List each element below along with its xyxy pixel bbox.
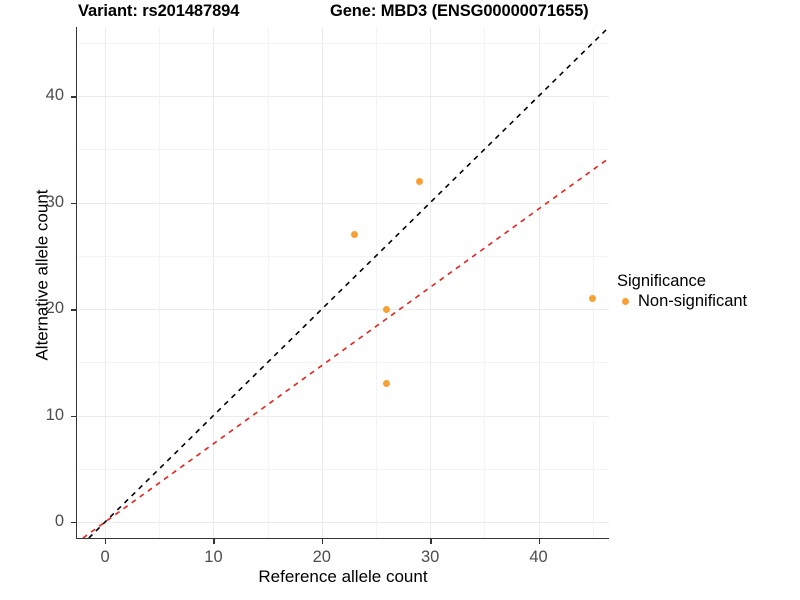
y-axis-tick [71,522,76,524]
y-axis-tick-label: 20 [45,299,64,318]
x-axis-tick-label: 0 [100,548,110,566]
plot-panel [78,26,610,539]
reference-line-allelic-ratio [82,157,610,539]
y-axis-tick [71,202,76,205]
y-axis-tick-label: 10 [45,405,64,424]
data-point [383,380,391,388]
y-axis-tick [71,309,76,311]
gridline-vertical-minor [484,27,486,538]
x-axis-tick [213,539,215,544]
x-axis-tick [321,539,324,544]
gridline-vertical [430,27,432,538]
gridline-horizontal [78,415,609,417]
gridline-horizontal-minor [78,362,609,364]
gridline-horizontal-minor [78,42,609,44]
gridline-horizontal [78,96,609,98]
y-axis-tick-label: 0 [54,512,64,531]
data-point [415,177,423,185]
x-axis-tick [105,539,107,544]
x-axis-tick-label: 40 [529,548,548,566]
legend-dot [621,298,629,305]
gridline-horizontal [78,309,609,311]
legend-marker-circle-icon [617,294,633,310]
x-axis-tick [430,539,432,544]
x-axis-tick-label: 20 [312,548,331,566]
data-point [589,294,597,302]
y-axis-tick [71,96,76,98]
reference-line-identity [88,26,610,539]
legend-entry: Non-significant [617,292,747,311]
y-axis-tick [71,415,76,417]
gridline-vertical [213,27,215,538]
reference-lines [82,26,610,539]
gridline-horizontal-minor [78,255,609,257]
gridline-vertical-minor [376,27,377,538]
legend-entry-label: Non-significant [638,292,748,310]
gridline-horizontal [78,522,609,524]
y-axis-tick-label: 30 [45,192,64,211]
y-axis-line [76,27,78,538]
legend-entries: Non-significant [617,292,747,311]
legend: Significance Non-significant [617,272,747,311]
data-point [383,305,391,313]
y-axis-tick-label: 40 [45,86,64,105]
legend-title: Significance [617,272,706,290]
gridline-vertical [321,27,323,538]
gridline-vertical [538,27,540,538]
gridline-horizontal [78,202,609,204]
gridline-vertical-minor [592,27,594,538]
x-axis-tick-label: 30 [421,548,440,566]
x-axis-tick-label: 10 [204,548,223,566]
data-point [350,231,358,239]
gridline-vertical-minor [159,27,161,538]
gene-title: Gene: MBD3 (ENSG00000071655) [330,2,589,20]
gridline-vertical [105,27,107,538]
gridline-horizontal-minor [78,468,609,470]
gridline-horizontal-minor [78,149,609,151]
x-axis-tick [538,539,540,544]
gridline-vertical-minor [267,27,269,538]
x-axis-label: Reference allele count [258,567,428,586]
variant-title: Variant: rs201487894 [78,2,240,20]
x-axis-line [76,538,609,540]
y-axis-label: Alternative allele count [32,189,52,361]
